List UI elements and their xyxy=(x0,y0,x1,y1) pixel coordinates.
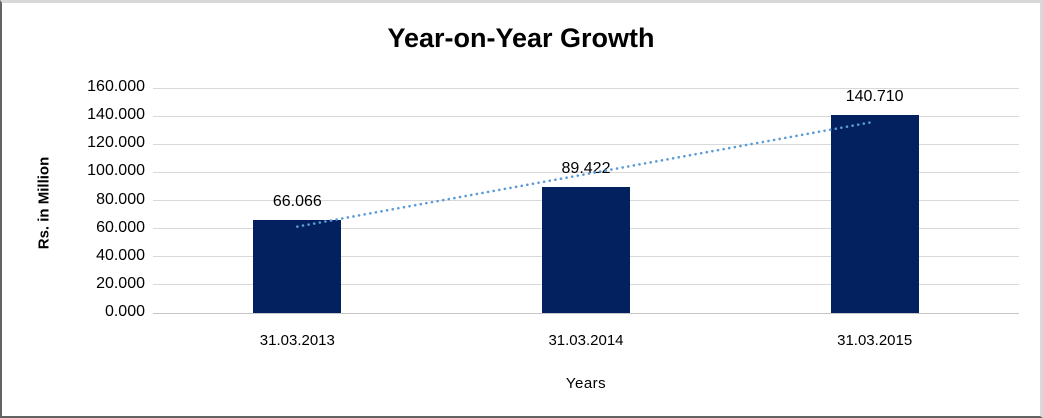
bar-value-label: 140.710 xyxy=(845,88,904,106)
y-tick-label: 20.000 xyxy=(96,274,145,292)
bar xyxy=(542,187,630,313)
x-tick-label: 31.03.2013 xyxy=(259,332,335,349)
gridline xyxy=(153,115,1019,117)
bar-value-label: 66.066 xyxy=(272,193,322,211)
gridline xyxy=(153,312,1019,314)
bar xyxy=(830,115,919,313)
y-tick-label: 60.000 xyxy=(96,218,145,236)
y-tick-label: 0.000 xyxy=(104,303,145,320)
bar xyxy=(253,220,342,313)
y-tick-label: 40.000 xyxy=(96,246,145,264)
y-tick-label: 80.000 xyxy=(96,190,145,208)
y-tick-label: 160.000 xyxy=(87,78,145,95)
y-tick-label: 120.000 xyxy=(87,134,145,152)
gridline xyxy=(153,87,1019,89)
x-tick-label: 31.03.2014 xyxy=(548,332,624,349)
bar-value-label: 89.422 xyxy=(561,160,611,178)
x-axis-title: Years xyxy=(565,375,607,392)
chart-title: Year-on-Year Growth xyxy=(387,23,655,53)
x-tick-label: 31.03.2015 xyxy=(837,332,913,349)
y-tick-label: 140.000 xyxy=(87,106,145,124)
y-tick-label: 100.000 xyxy=(87,162,145,180)
